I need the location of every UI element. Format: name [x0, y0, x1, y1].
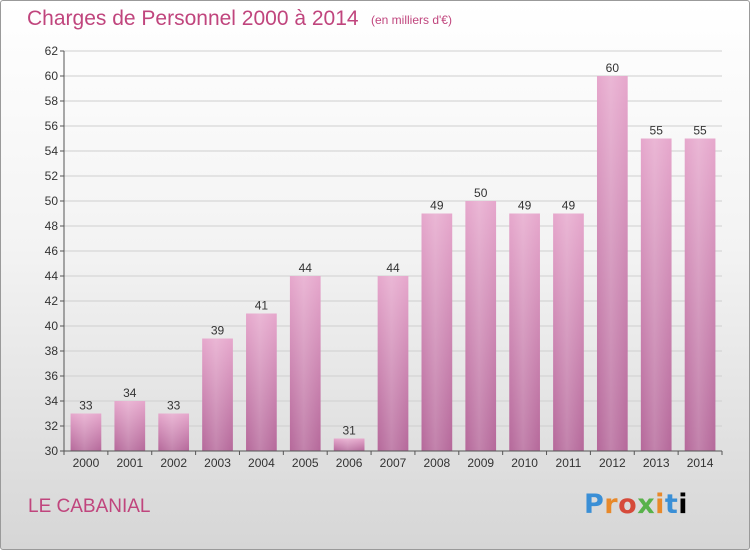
y-tick-label: 46	[45, 244, 59, 258]
proxiti-logo[interactable]: Proxiti	[584, 489, 688, 520]
bar-shine	[70, 413, 102, 451]
y-tick-label: 60	[45, 69, 59, 83]
data-label: 60	[606, 61, 620, 75]
data-label: 34	[123, 386, 137, 400]
x-tick-label: 2008	[424, 456, 451, 470]
logo-letter: r	[604, 489, 619, 520]
data-label: 41	[255, 299, 269, 313]
y-tick-label: 58	[45, 94, 59, 108]
logo-letter: P	[584, 489, 605, 520]
logo-letter: i	[655, 489, 665, 520]
y-tick-label: 30	[45, 444, 59, 458]
bar-shine	[596, 76, 628, 451]
commune-name: LE CABANIAL	[28, 496, 151, 517]
data-label: 55	[650, 124, 664, 138]
x-tick-label: 2013	[643, 456, 670, 470]
y-tick-label: 36	[45, 369, 59, 383]
x-tick-label: 2007	[380, 456, 407, 470]
x-tick-label: 2002	[160, 456, 187, 470]
data-label: 49	[518, 199, 532, 213]
bar-shine	[509, 213, 540, 451]
bar-layer	[70, 76, 716, 451]
bar-shine	[158, 413, 190, 451]
y-tick-label: 62	[45, 44, 59, 58]
x-tick-label: 2001	[116, 456, 143, 470]
bar-shine	[640, 138, 672, 451]
y-tick-label: 42	[45, 294, 59, 308]
x-tick-label: 2003	[204, 456, 231, 470]
data-label: 44	[299, 261, 313, 275]
x-tick-label: 2005	[292, 456, 319, 470]
bar-shine	[202, 338, 233, 451]
bar-shine	[114, 401, 146, 451]
bar-shine	[377, 276, 409, 451]
logo-letter: i	[678, 489, 689, 520]
y-tick-label: 38	[45, 344, 59, 358]
y-tick-label: 56	[45, 119, 59, 133]
bar-shine	[421, 213, 453, 451]
data-label: 31	[342, 424, 356, 438]
bar-shine	[684, 138, 716, 451]
y-tick-label: 34	[45, 394, 59, 408]
data-label: 49	[562, 199, 576, 213]
data-label: 33	[79, 399, 93, 413]
x-tick-label: 2014	[687, 456, 714, 470]
bar-shine	[465, 201, 497, 451]
bar-shine	[289, 276, 321, 451]
data-label: 50	[474, 186, 488, 200]
y-tick-label: 50	[45, 194, 59, 208]
bar-shine	[333, 438, 365, 451]
y-tick-label: 40	[45, 319, 59, 333]
chart-subtitle: (en milliers d'€)	[371, 13, 452, 27]
x-tick-label: 2010	[511, 456, 538, 470]
bar-shine	[553, 213, 584, 451]
y-tick-label: 52	[45, 169, 59, 183]
y-tick-label: 48	[45, 219, 59, 233]
data-label: 55	[693, 124, 707, 138]
x-tick-label: 2011	[556, 456, 582, 470]
x-tick-label: 2000	[73, 456, 100, 470]
y-tick-label: 32	[45, 419, 59, 433]
y-tick-label: 44	[45, 269, 59, 283]
chart-title: Charges de Personnel 2000 à 2014	[27, 7, 359, 30]
logo-letter: x	[637, 489, 656, 520]
label-layer: 33 34 33 39 41 44 31 44 49 50 49 49 60 55 55	[79, 61, 707, 438]
x-tick-label: 2012	[599, 456, 626, 470]
logo-letter: t	[664, 489, 679, 520]
logo-letter: o	[618, 489, 638, 520]
axis-layer: 30 32 34 36 38 40 42 44 46 48 50 52 54 56 58 60 62 2000 20…	[45, 44, 723, 470]
data-label: 49	[430, 199, 444, 213]
data-label: 39	[211, 324, 225, 338]
data-label: 33	[167, 399, 181, 413]
x-tick-label: 2006	[336, 456, 363, 470]
bar-shine	[246, 313, 277, 451]
x-tick-label: 2004	[248, 456, 275, 470]
x-tick-label: 2009	[467, 456, 494, 470]
y-tick-label: 54	[45, 144, 59, 158]
data-label: 44	[386, 261, 400, 275]
